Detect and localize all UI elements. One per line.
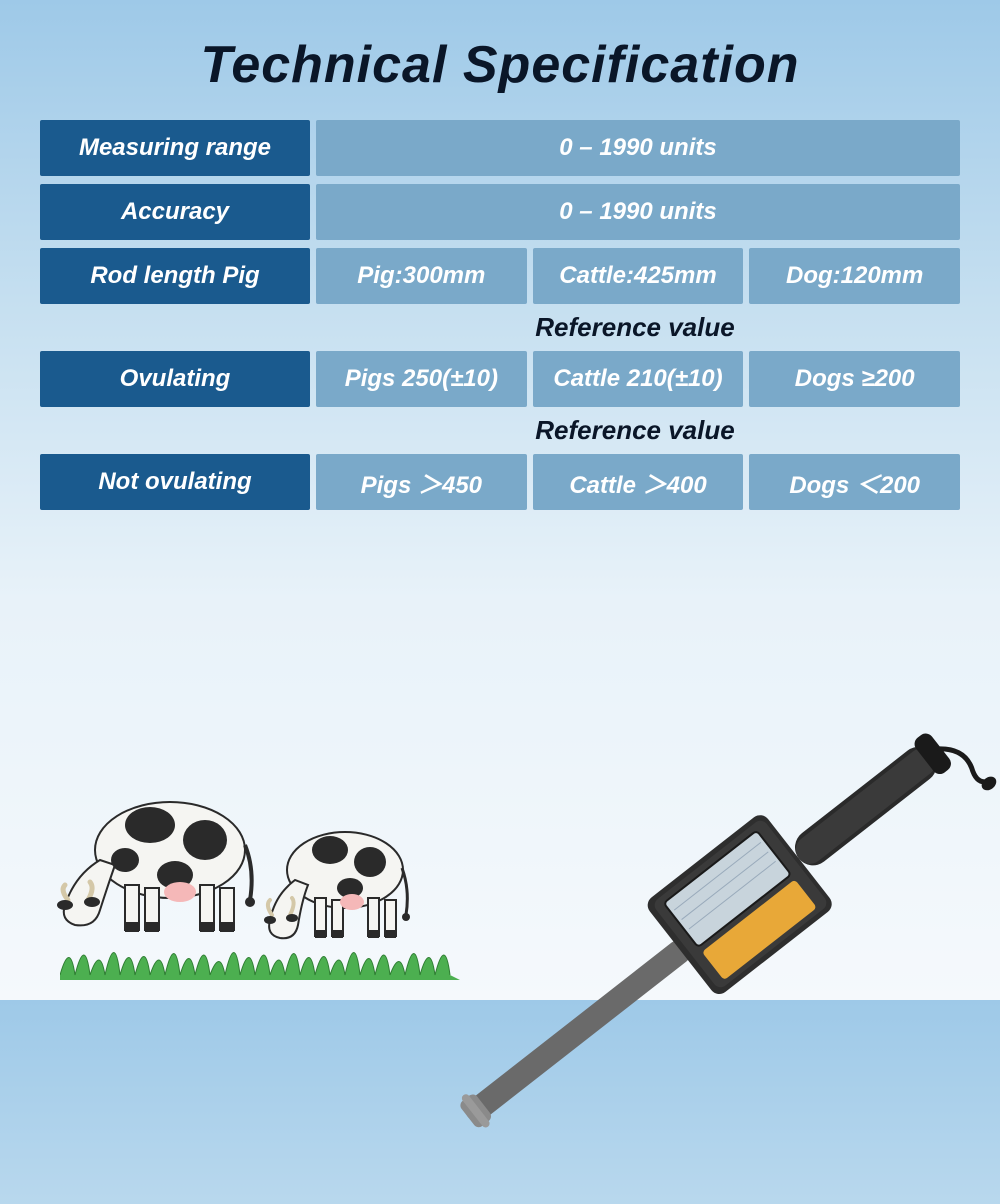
label-accuracy: Accuracy [40,184,310,240]
heading-not-ovulating: Reference value [40,415,960,446]
value-rod-pig: Pig:300mm [316,248,527,304]
row-accuracy: Accuracy 0 – 1990 units [40,184,960,240]
value-rod-cattle: Cattle:425mm [533,248,744,304]
row-rod-length: Rod length Pig Pig:300mm Cattle:425mm Do… [40,248,960,304]
cow-icon [40,740,270,940]
page-title: Technical Specification [0,0,1000,120]
value-ov-pigs: Pigs 250(±10) [316,351,527,407]
value-ov-cattle: Cattle 210(±10) [533,351,744,407]
value-nov-pigs: Pigs ＞450 [316,454,527,510]
row-ovulating: Ovulating Pigs 250(±10) Cattle 210(±10) … [40,351,960,407]
device-icon [400,636,1000,1203]
label-ovulating: Ovulating [40,351,310,407]
label-measuring-range: Measuring range [40,120,310,176]
heading-ovulating: Reference value [40,312,960,343]
label-not-ovulating: Not ovulating [40,454,310,510]
value-nov-cattle: Cattle ＞400 [533,454,744,510]
value-accuracy: 0 – 1990 units [316,184,960,240]
cow-icon [250,780,430,950]
row-measuring-range: Measuring range 0 – 1990 units [40,120,960,176]
value-nov-dogs: Dogs ＜200 [749,454,960,510]
row-not-ovulating: Not ovulating Pigs ＞450 Cattle ＞400 Dogs… [40,454,960,510]
spec-table: Measuring range 0 – 1990 units Accuracy … [40,120,960,510]
value-measuring-range: 0 – 1990 units [316,120,960,176]
label-rod-length: Rod length Pig [40,248,310,304]
illustration-area [0,680,1000,1000]
value-rod-dog: Dog:120mm [749,248,960,304]
value-ov-dogs: Dogs ≥200 [749,351,960,407]
